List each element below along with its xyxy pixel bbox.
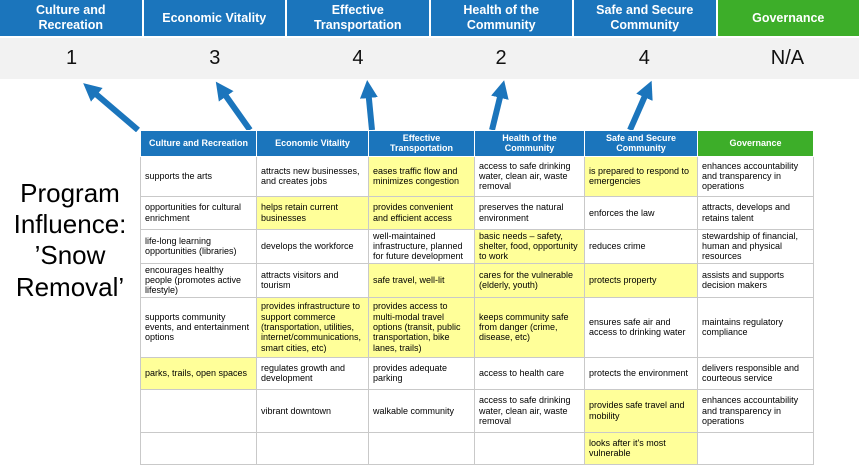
matrix-cell-r5-c3: provides access to multi-modal travel op… — [368, 296, 475, 358]
matrix-cell-r1-c5: is prepared to respond to emergencies — [584, 155, 698, 197]
matrix-cell-r3-c4: basic needs – safety, shelter, food, opp… — [474, 228, 585, 264]
matrix-header-1: Economic Vitality — [256, 130, 369, 157]
summary-score-row: 1 3 4 2 4 N/A — [0, 38, 859, 79]
matrix-cell-r3-c1: life-long learning opportunities (librar… — [140, 228, 257, 264]
matrix-cell-r5-c5: ensures safe air and access to drinking … — [584, 296, 698, 358]
arrow-icon — [83, 83, 140, 132]
arrow-icon — [489, 80, 509, 131]
arrow-icon — [215, 81, 253, 132]
influence-table: Culture and Recreation Economic Vitality E… — [140, 130, 814, 465]
matrix-cell-r4-c1: encourages healthy people (promotes acti… — [140, 262, 257, 298]
matrix-cell-r8-c1 — [140, 431, 257, 465]
matrix-cell-r5-c1: supports community events, and entertain… — [140, 296, 257, 358]
summary-header-row: Culture and Recreation Economic Vitality E… — [0, 0, 859, 36]
summary-score-4: 4 — [638, 47, 650, 69]
matrix-cell-r1-c2: attracts new businesses, and creates job… — [256, 155, 369, 197]
summary-header-4: Safe and Secure Community — [574, 0, 716, 36]
matrix-cell-r2-c5: enforces the law — [584, 195, 698, 230]
arrow-icon — [627, 80, 653, 132]
matrix-cell-r5-c4: keeps community safe from danger (crime,… — [474, 296, 585, 358]
matrix-cell-r4-c3: safe travel, well-lit — [368, 262, 475, 298]
table-row: encourages healthy people (promotes acti… — [140, 262, 814, 298]
matrix-cell-r4-c2: attracts visitors and tourism — [256, 262, 369, 298]
matrix-cell-r3-c5: reduces crime — [584, 228, 698, 264]
matrix-cell-r3-c3: well-maintained infrastructure, planned … — [368, 228, 475, 264]
score-arrows — [83, 80, 653, 132]
summary-score-5: N/A — [770, 47, 805, 69]
summary-header-5: Governance — [717, 0, 859, 36]
table-row: looks after it's most vulnerable — [140, 431, 814, 465]
matrix-cell-r2-c3: provides convenient and efficient access — [368, 195, 475, 230]
matrix-header-2: Effective Transportation — [368, 130, 475, 157]
matrix-cell-r8-c5: looks after it's most vulnerable — [584, 431, 698, 465]
matrix-cell-r1-c3: eases traffic flow and minimizes congest… — [368, 155, 475, 197]
matrix-header-0: Culture and Recreation — [140, 130, 257, 157]
matrix-cell-r6-c3: provides adequate parking — [368, 356, 475, 390]
matrix-cell-r5-c2: provides infrastructure to support comme… — [256, 296, 369, 358]
table-row: opportunities for cultural enrichment hel… — [140, 195, 814, 230]
matrix-cell-r7-c4: access to safe drinking water, clean air… — [474, 388, 585, 433]
matrix-cell-r2-c6: attracts, develops and retains talent — [697, 195, 814, 230]
matrix-cell-r7-c5: provides safe travel and mobility — [584, 388, 698, 433]
matrix-cell-r2-c4: preserves the natural environment — [474, 195, 585, 230]
table-row: supports the arts attracts new businesses… — [140, 155, 814, 197]
matrix-cell-r6-c1: parks, trails, open spaces — [140, 356, 257, 390]
summary-score-0: 1 — [66, 47, 78, 69]
matrix-cell-r7-c1 — [140, 388, 257, 433]
matrix-cell-r2-c2: helps retain current businesses — [256, 195, 369, 230]
summary-header-1: Economic Vitality — [143, 0, 285, 36]
matrix-cell-r6-c2: regulates growth and development — [256, 356, 369, 390]
table-row: parks, trails, open spaces regulates grow… — [140, 356, 814, 390]
matrix-cell-r4-c6: assists and supports decision makers — [697, 262, 814, 298]
arrow-icon — [359, 80, 378, 131]
matrix-header-4: Safe and Secure Community — [584, 130, 698, 157]
summary-header-0: Culture and Recreation — [0, 0, 142, 36]
matrix-cell-r7-c6: enhances accountability and transparency… — [697, 388, 814, 433]
matrix-cell-r7-c3: walkable community — [368, 388, 475, 433]
matrix-cell-r1-c4: access to safe drinking water, clean air… — [474, 155, 585, 197]
matrix-cell-r6-c4: access to health care — [474, 356, 585, 390]
matrix-header-3: Health of the Community — [474, 130, 585, 157]
summary-score-1: 3 — [209, 47, 221, 69]
matrix-cell-r8-c6 — [697, 431, 814, 465]
table-row: life-long learning opportunities (librar… — [140, 228, 814, 264]
matrix-cell-r3-c6: stewardship of financial, human and phys… — [697, 228, 814, 264]
matrix-cell-r1-c1: supports the arts — [140, 155, 257, 197]
summary-score-2: 4 — [352, 47, 364, 69]
matrix-cell-r4-c5: protects property — [584, 262, 698, 298]
matrix-cell-r6-c6: delivers responsible and courteous servi… — [697, 356, 814, 390]
program-title: Program Influence: ’Snow Removal’ — [13, 178, 127, 302]
matrix-header-5: Governance — [697, 130, 814, 157]
matrix-cell-r8-c2 — [256, 431, 369, 465]
table-row: vibrant downtown walkable community access… — [140, 388, 814, 433]
matrix-cell-r8-c3 — [368, 431, 475, 465]
matrix-cell-r4-c4: cares for the vulnerable (elderly, youth… — [474, 262, 585, 298]
matrix-cell-r8-c4 — [474, 431, 585, 465]
matrix-cell-r1-c6: enhances accountability and transparency… — [697, 155, 814, 197]
summary-header-3: Health of the Community — [430, 0, 572, 36]
matrix-cell-r3-c2: develops the workforce — [256, 228, 369, 264]
table-row: supports community events, and entertain… — [140, 296, 814, 358]
matrix-cell-r2-c1: opportunities for cultural enrichment — [140, 195, 257, 230]
matrix-cell-r5-c6: maintains regulatory compliance — [697, 296, 814, 358]
summary-header-2: Effective Transportation — [287, 0, 429, 36]
matrix-cell-r6-c5: protects the environment — [584, 356, 698, 390]
summary-score-3: 2 — [495, 47, 507, 69]
matrix-cell-r7-c2: vibrant downtown — [256, 388, 369, 433]
